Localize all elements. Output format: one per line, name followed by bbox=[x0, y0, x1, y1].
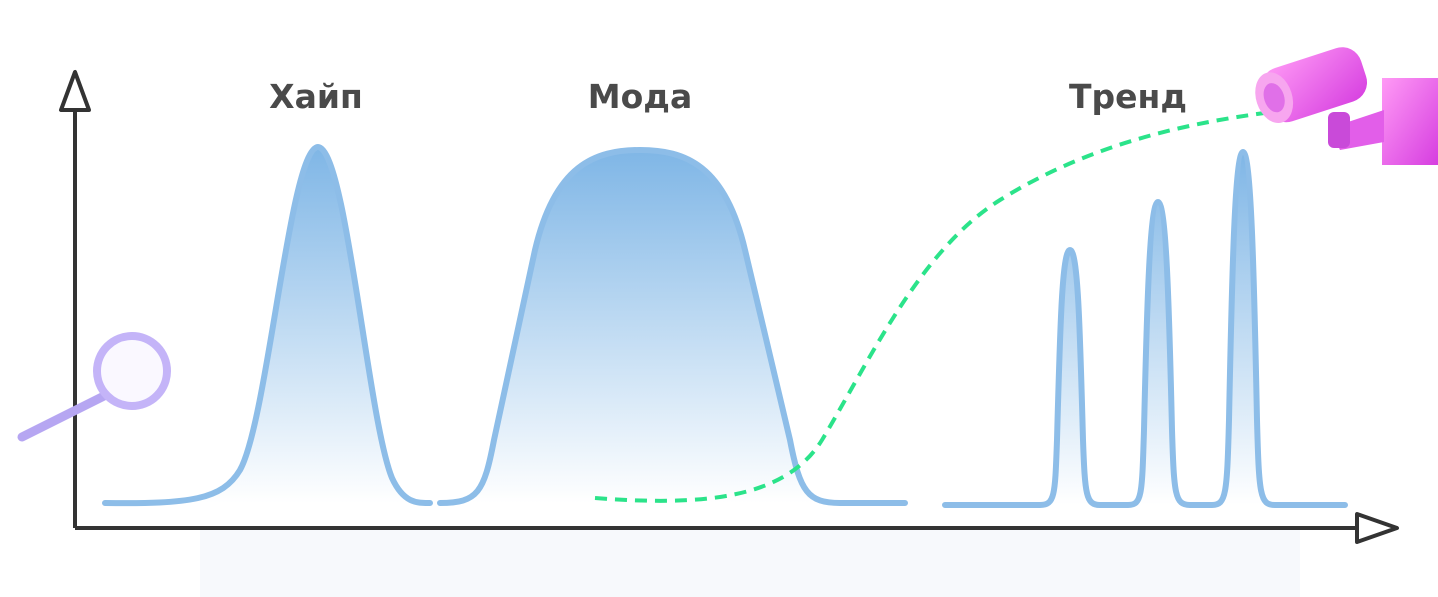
fashion-label: Мода bbox=[588, 77, 692, 116]
x-axis-arrow bbox=[1355, 512, 1399, 544]
camera-icon bbox=[1255, 47, 1438, 165]
hype-curve bbox=[102, 144, 433, 507]
hype-label: Хайп bbox=[269, 77, 363, 116]
trend-curve bbox=[942, 149, 1348, 508]
fashion-curve bbox=[437, 147, 908, 506]
magnifier-icon bbox=[17, 332, 171, 442]
floor-shade bbox=[200, 530, 1300, 597]
trend-label: Тренд bbox=[1069, 77, 1187, 116]
trend-line bbox=[594, 110, 1273, 503]
y-axis-arrow bbox=[59, 70, 91, 112]
